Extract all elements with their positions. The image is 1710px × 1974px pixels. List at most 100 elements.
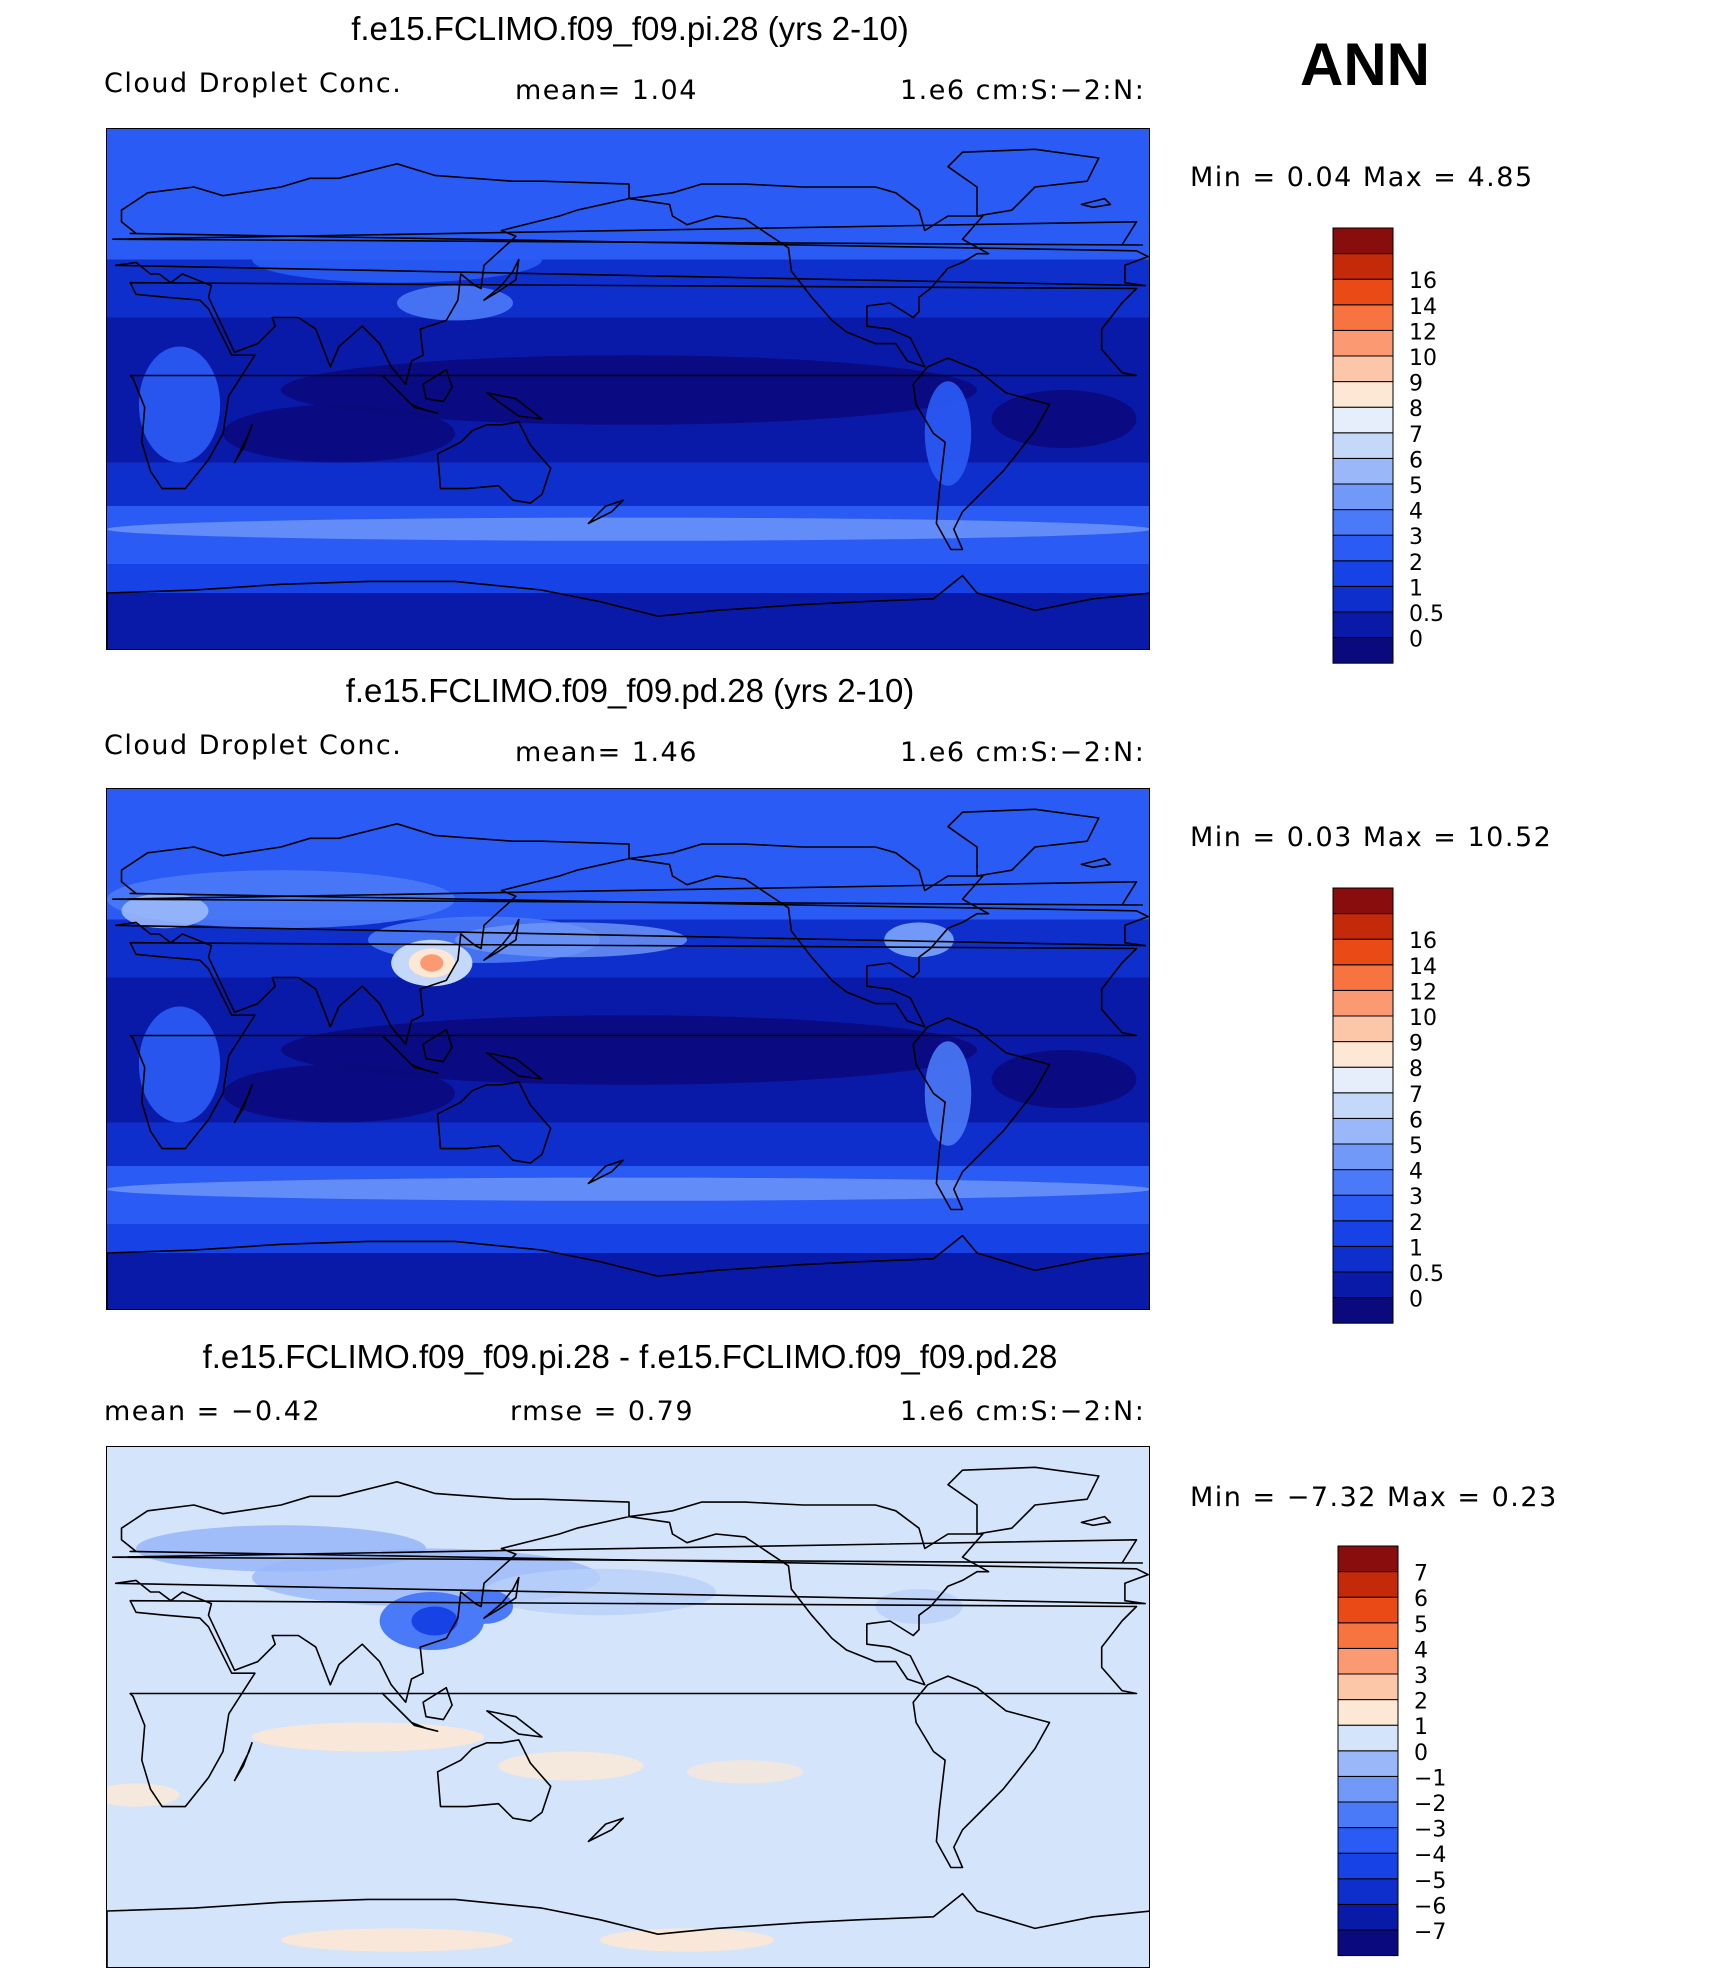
field-blob bbox=[281, 355, 977, 425]
panel-2-title: f.e15.FCLIMO.f09_f09.pd.28 (yrs 2-10) bbox=[345, 672, 915, 709]
colorbar-tick-label: 7 bbox=[1414, 1562, 1428, 1587]
colorbar-tick-label: 0 bbox=[1409, 628, 1423, 653]
panel-2-variable-label: Cloud Droplet Conc. bbox=[104, 730, 403, 761]
colorbar-tick-label: 4 bbox=[1409, 500, 1423, 525]
field-blob bbox=[411, 1606, 458, 1636]
field-band bbox=[107, 1224, 1149, 1253]
field-blob bbox=[107, 1177, 1149, 1201]
colorbar-tick-label: 3 bbox=[1414, 1664, 1428, 1689]
colorbar-box bbox=[1332, 1041, 1394, 1068]
colorbar-box bbox=[1332, 585, 1394, 613]
field-layer bbox=[107, 789, 1149, 1309]
coastline bbox=[233, 1742, 253, 1782]
field-blob bbox=[223, 1064, 455, 1123]
field-band bbox=[107, 1253, 1149, 1309]
field-band bbox=[107, 593, 1149, 649]
coastline bbox=[1080, 857, 1112, 869]
colorbar-box bbox=[1332, 1297, 1394, 1324]
colorbar-tick-label: −7 bbox=[1414, 1920, 1446, 1945]
colorbar-tick-label: 2 bbox=[1409, 1211, 1423, 1236]
colorbar-tick-label: 1 bbox=[1409, 576, 1423, 601]
season-label: ANN bbox=[1300, 31, 1430, 98]
coastline bbox=[947, 148, 1100, 217]
colorbar-box bbox=[1332, 1220, 1394, 1247]
field-blob bbox=[924, 1041, 972, 1146]
colorbar-tick-label: −2 bbox=[1414, 1792, 1446, 1817]
colorbar-tick-label: 0 bbox=[1409, 1288, 1423, 1313]
coastline bbox=[486, 1052, 543, 1080]
colorbar-tick-label: 1 bbox=[1409, 1236, 1423, 1261]
colorbar-box bbox=[1332, 1271, 1394, 1299]
colorbar-box bbox=[1337, 1827, 1399, 1854]
colorbar-box bbox=[1332, 278, 1394, 306]
field-blob bbox=[991, 1050, 1137, 1108]
field-layer bbox=[107, 129, 1149, 649]
colorbar-box bbox=[1332, 989, 1394, 1017]
field-blob bbox=[600, 1928, 774, 1952]
field-blob bbox=[252, 1722, 484, 1752]
field-blob bbox=[875, 1589, 963, 1624]
colorbar-box bbox=[1332, 1194, 1394, 1222]
colorbar-box bbox=[1332, 406, 1394, 434]
colorbar-box bbox=[1332, 304, 1394, 331]
colorbar-tick-label: 7 bbox=[1409, 423, 1423, 448]
field-blob bbox=[884, 922, 954, 958]
colorbar-tick-label: 5 bbox=[1409, 474, 1423, 499]
colorbar-tick-label: 9 bbox=[1409, 1032, 1423, 1057]
coastline bbox=[381, 1692, 439, 1732]
field-blob bbox=[455, 922, 687, 958]
coastline bbox=[486, 392, 543, 420]
field-band bbox=[107, 1447, 1149, 1967]
colorbar-box bbox=[1332, 1169, 1394, 1196]
coastline bbox=[112, 1539, 1144, 1564]
colorbar-tick-label: 0.5 bbox=[1409, 602, 1444, 627]
field-blob bbox=[924, 381, 972, 486]
colorbar-box bbox=[1332, 483, 1394, 511]
colorbar-box bbox=[1337, 1647, 1399, 1675]
coastline bbox=[912, 1017, 1051, 1211]
coastline bbox=[587, 1817, 624, 1843]
coastline bbox=[436, 421, 552, 504]
colorbar-box bbox=[1332, 381, 1394, 408]
panel-2-units-label: 1.e6 cm:S:−2:N: bbox=[900, 737, 1146, 768]
colorbar-tick-label: 4 bbox=[1414, 1638, 1428, 1663]
colorbar-box bbox=[1332, 227, 1394, 255]
panel-1-map bbox=[106, 128, 1150, 650]
coastline bbox=[912, 357, 1051, 551]
panel-3-units-label: 1.e6 cm:S:−2:N: bbox=[900, 1396, 1146, 1427]
colorbar-tick-label: 10 bbox=[1409, 346, 1437, 371]
field-band bbox=[107, 564, 1149, 593]
coastlines bbox=[107, 808, 1149, 1309]
colorbar-box bbox=[1332, 938, 1394, 966]
coastline bbox=[129, 941, 1138, 1150]
field-blob bbox=[107, 517, 1149, 541]
colorbar-box bbox=[1332, 253, 1394, 280]
colorbar-box bbox=[1332, 1117, 1394, 1145]
field-blob bbox=[455, 1589, 513, 1624]
coastline bbox=[107, 1234, 1149, 1309]
coastline bbox=[114, 1481, 1149, 1703]
field-blob bbox=[281, 1928, 513, 1952]
panel-2-colorbar: 0 0.5 1 2 3 4 5 6 7 8 9 10 12 14 16 bbox=[1332, 887, 1473, 1324]
panel-1-units-label: 1.e6 cm:S:−2:N: bbox=[900, 75, 1146, 106]
colorbar-tick-label: 0 bbox=[1414, 1741, 1428, 1766]
colorbar-tick-label: 4 bbox=[1409, 1160, 1423, 1185]
panel-3-rmse-label: rmse = 0.79 bbox=[510, 1396, 695, 1427]
coastlines bbox=[107, 1466, 1149, 1967]
colorbar-box bbox=[1337, 1878, 1399, 1905]
coastline bbox=[486, 1710, 543, 1738]
colorbar-box bbox=[1337, 1596, 1399, 1624]
colorbar-tick-label: 6 bbox=[1414, 1587, 1428, 1612]
colorbar-box bbox=[1332, 1092, 1394, 1119]
colorbar-tick-label: 10 bbox=[1409, 1006, 1437, 1031]
coastline bbox=[114, 163, 1149, 385]
colorbar-tick-label: 8 bbox=[1409, 397, 1423, 422]
coastline bbox=[628, 183, 990, 368]
panel-3-map bbox=[106, 1446, 1150, 1968]
field-layer bbox=[107, 1447, 1149, 1967]
coastline bbox=[1080, 197, 1112, 209]
colorbar-box bbox=[1332, 355, 1394, 383]
coastline bbox=[129, 281, 1138, 490]
colorbar-tick-label: 5 bbox=[1414, 1613, 1428, 1638]
colorbar-box bbox=[1332, 329, 1394, 357]
